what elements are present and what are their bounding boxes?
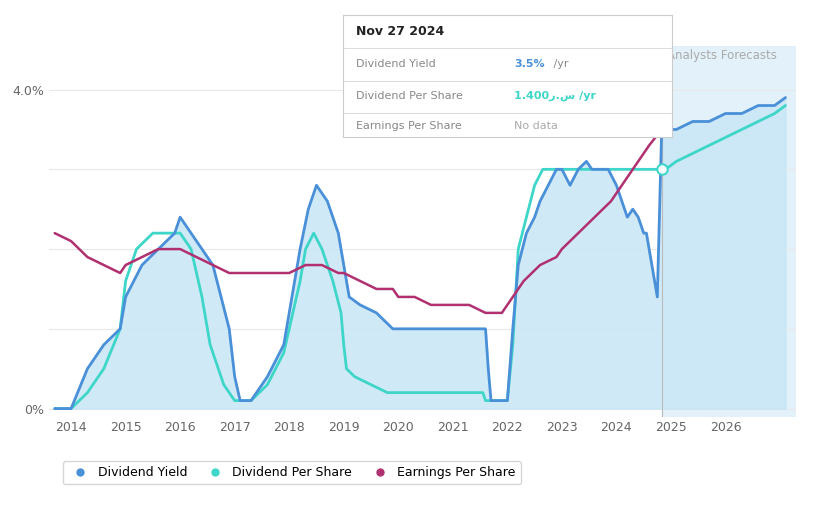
Text: Dividend Yield: Dividend Yield bbox=[356, 59, 436, 69]
Text: Dividend Per Share: Dividend Per Share bbox=[356, 91, 463, 101]
Text: /yr: /yr bbox=[550, 59, 569, 69]
Text: Nov 27 2024: Nov 27 2024 bbox=[356, 24, 444, 38]
Text: 1.400ر.س /yr: 1.400ر.س /yr bbox=[514, 90, 596, 101]
Text: 3.5%: 3.5% bbox=[514, 59, 544, 69]
Text: Analysts Forecasts: Analysts Forecasts bbox=[667, 49, 777, 61]
Text: Past: Past bbox=[634, 49, 658, 61]
Text: No data: No data bbox=[514, 121, 557, 131]
Legend: Dividend Yield, Dividend Per Share, Earnings Per Share: Dividend Yield, Dividend Per Share, Earn… bbox=[63, 461, 521, 485]
Text: Earnings Per Share: Earnings Per Share bbox=[356, 121, 462, 131]
Bar bbox=[662, 46, 796, 417]
